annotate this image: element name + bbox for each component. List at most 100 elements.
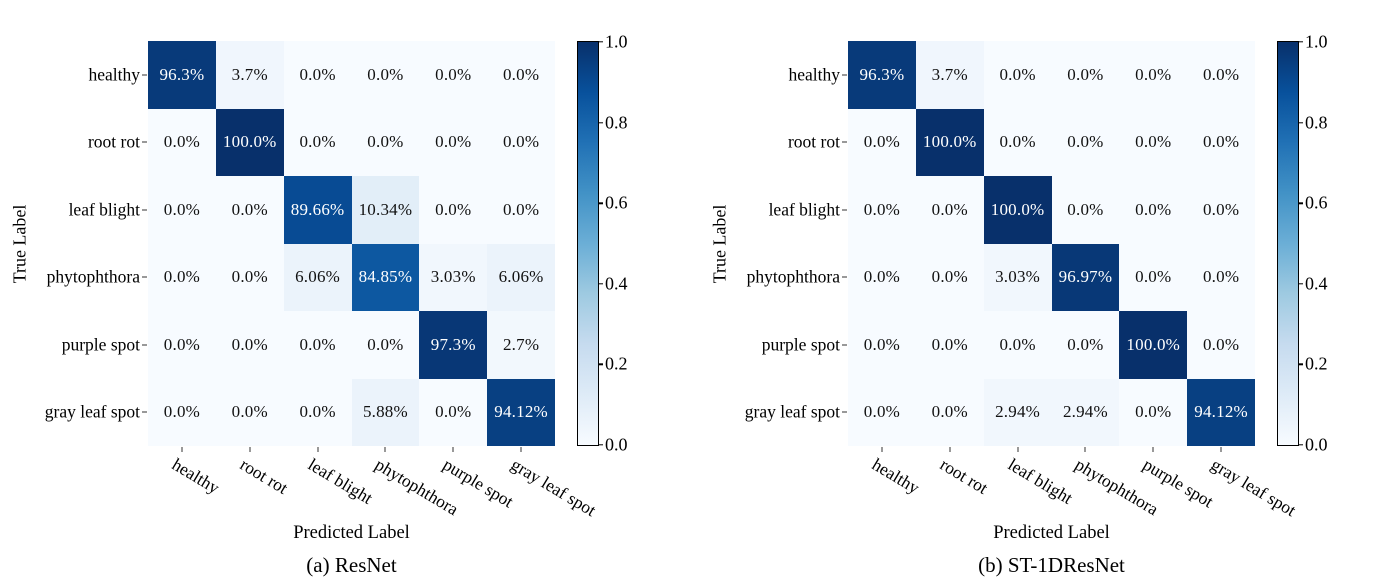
matrix-cell: 0.0% [1187, 41, 1255, 109]
matrix-cell: 6.06% [283, 243, 352, 311]
matrix-cell: 0.0% [487, 41, 555, 109]
matrix-cell: 0.0% [848, 243, 916, 311]
colorbar-tick-label: 0.4 [1305, 273, 1328, 294]
colorbar-tick-label: 0.4 [605, 273, 628, 294]
y-tick-mark [142, 411, 147, 413]
x-tick-mark [181, 447, 183, 452]
colorbar-tick-label: 0.2 [605, 353, 628, 374]
matrix-cell: 0.0% [1051, 176, 1120, 244]
x-tick-mark [249, 447, 251, 452]
x-tick-label: gray leaf spot [507, 454, 600, 521]
matrix-cell: 10.34% [351, 176, 420, 244]
y-tick-mark [842, 209, 847, 211]
y-tick-label: gray leaf spot [44, 401, 140, 422]
matrix-cell: 0.0% [419, 176, 488, 244]
panel-st1dresnet: 96.3% 3.7% 0.0% 0.0% 0.0% 0.0% 0.0% 100.0% 0.0% 0… [690, 0, 1379, 581]
matrix-cell: 96.97% [1051, 243, 1120, 311]
y-tick-label: purple spot [61, 334, 140, 355]
y-tick-mark [142, 209, 147, 211]
matrix-cell: 5.88% [351, 378, 420, 446]
colorbar-tick-mark [599, 121, 603, 124]
matrix-cell: 0.0% [915, 311, 984, 379]
matrix-cell: 0.0% [848, 176, 916, 244]
y-axis-title: True Label [9, 204, 30, 283]
matrix-cell: 97.3% [419, 311, 488, 379]
matrix-cell: 2.94% [1051, 378, 1120, 446]
y-tick-mark [142, 141, 147, 143]
y-tick-label: gray leaf spot [744, 401, 840, 422]
matrix-cell: 0.0% [1051, 41, 1120, 109]
x-tick-label: healthy [168, 454, 224, 498]
colorbar-tick-mark [1299, 41, 1303, 43]
matrix-cell: 0.0% [1119, 41, 1188, 109]
matrix-cell: 0.0% [215, 176, 284, 244]
matrix-cell: 0.0% [983, 41, 1052, 109]
matrix-cell: 84.85% [351, 243, 420, 311]
colorbar-tick-label: 0.2 [1305, 353, 1328, 374]
x-tick-label: root rot [936, 454, 992, 498]
colorbar: 1.0 0.8 0.6 0.4 0.2 0.0 [577, 32, 628, 455]
x-tick-mark [1220, 447, 1222, 452]
x-tick-mark [1152, 447, 1154, 452]
matrix-cell: 0.0% [983, 108, 1052, 176]
y-tick-label: healthy [88, 64, 140, 85]
colorbar-tick-mark [599, 444, 603, 446]
y-tick-mark [842, 141, 847, 143]
matrix-cell: 0.0% [419, 41, 488, 109]
matrix-cell: 100.0% [915, 108, 984, 176]
colorbar-tick-label: 1.0 [605, 31, 628, 52]
y-tick-mark [142, 344, 147, 346]
y-tick-mark [842, 411, 847, 413]
matrix-cell: 0.0% [215, 311, 284, 379]
matrix-cell: 0.0% [848, 311, 916, 379]
heatmap-plot-area-resnet: 96.3% 3.7% 0.0% 0.0% 0.0% 0.0% 0.0% 100.0% 0.0% 0… [10, 32, 628, 578]
matrix-cell: 0.0% [351, 41, 420, 109]
matrix-cell: 0.0% [983, 311, 1052, 379]
colorbar-tick-label: 0.8 [605, 112, 628, 133]
colorbar: 1.0 0.8 0.6 0.4 0.2 0.0 [1277, 32, 1328, 455]
y-tick-mark [842, 276, 847, 278]
x-tick-mark [1084, 447, 1086, 452]
matrix-cell: 0.0% [148, 311, 216, 379]
x-axis-title: Predicted Label [993, 523, 1110, 543]
matrix-cell: 0.0% [1119, 108, 1188, 176]
colorbar-tick-mark [1299, 283, 1303, 285]
x-tick-mark [520, 447, 522, 452]
x-tick-mark [317, 447, 319, 452]
colorbar-tick-mark [599, 41, 603, 43]
x-tick-mark [1017, 447, 1019, 452]
matrix-cell: 0.0% [1051, 311, 1120, 379]
matrix-cell: 0.0% [1187, 176, 1255, 244]
panel-caption: (b) ST-1DResNet [978, 553, 1125, 577]
x-tick-label: healthy [868, 454, 924, 498]
heatmap-plot-area-st1dresnet: 96.3% 3.7% 0.0% 0.0% 0.0% 0.0% 0.0% 100.0% 0.0% 0… [710, 32, 1328, 578]
colorbar-tick-mark [1299, 444, 1303, 446]
y-tick-label: phytophthora [46, 266, 140, 287]
matrix-cell: 0.0% [419, 378, 488, 446]
matrix-cell: 0.0% [419, 108, 488, 176]
matrix-cell: 0.0% [148, 243, 216, 311]
panel-resnet: 96.3% 3.7% 0.0% 0.0% 0.0% 0.0% 0.0% 100.0% 0.0% 0… [0, 0, 689, 581]
matrix-cell: 0.0% [351, 108, 420, 176]
colorbar-tick-mark [599, 283, 603, 285]
x-tick-label: leaf blight [1004, 454, 1076, 508]
matrix-cell: 0.0% [148, 176, 216, 244]
matrix-cell: 0.0% [215, 378, 284, 446]
x-tick-mark [949, 447, 951, 452]
colorbar-tick-mark [599, 202, 603, 204]
matrix-cell: 0.0% [148, 108, 216, 176]
x-tick-mark [452, 447, 454, 452]
matrix-cell: 0.0% [148, 378, 216, 446]
x-tick-label: root rot [236, 454, 292, 498]
matrix-cell: 0.0% [351, 311, 420, 379]
matrix-cell: 3.03% [983, 243, 1052, 311]
matrix-cell: 0.0% [1187, 243, 1255, 311]
matrix-cell: 94.12% [487, 378, 555, 446]
y-tick-mark [842, 74, 847, 76]
y-tick-label: root rot [87, 131, 140, 152]
matrix-cell: 89.66% [283, 176, 352, 244]
matrix-cell: 94.12% [1187, 378, 1255, 446]
y-tick-label: root rot [787, 131, 840, 152]
matrix-cell: 96.3% [148, 41, 216, 109]
